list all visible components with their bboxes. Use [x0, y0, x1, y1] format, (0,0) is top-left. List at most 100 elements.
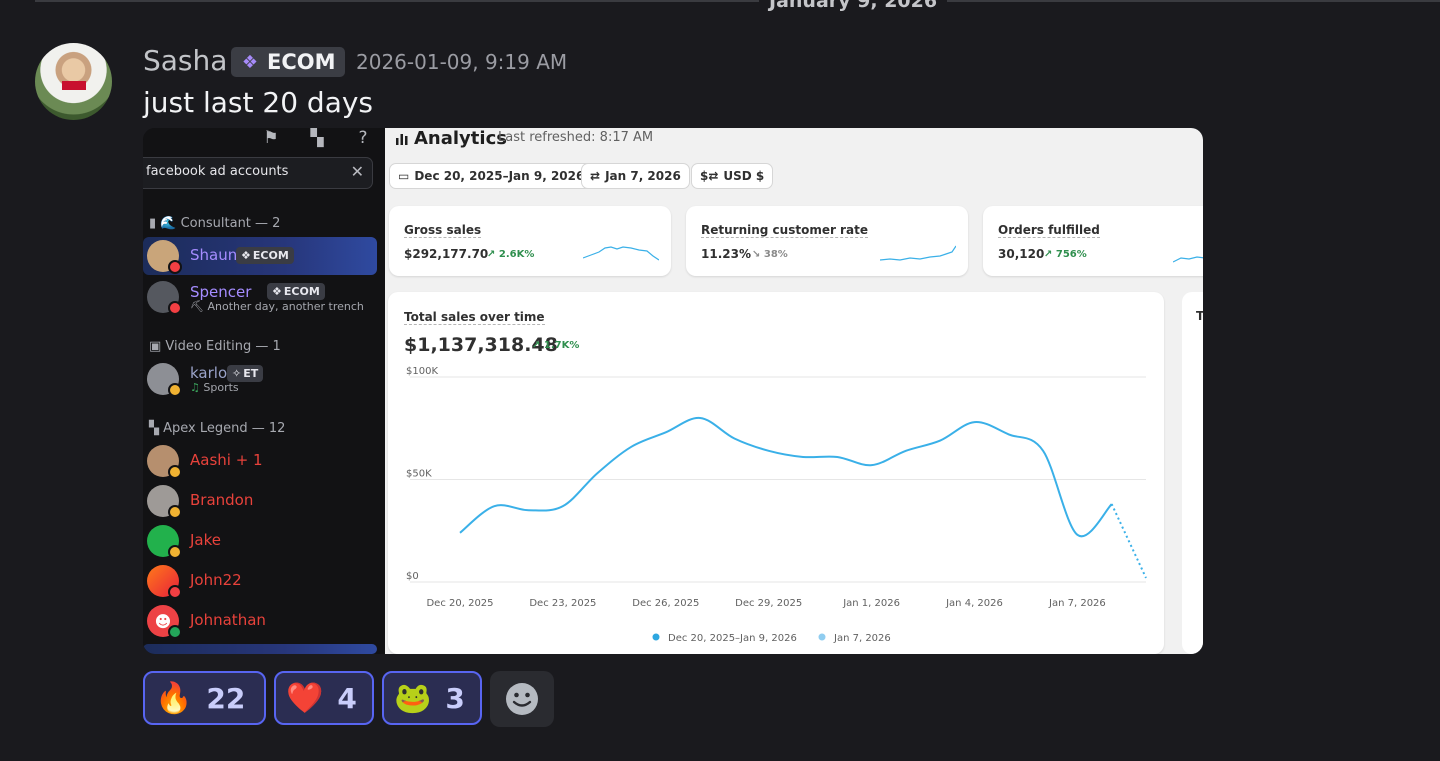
x-tick-label: Dec 29, 2025	[735, 598, 802, 609]
message-author[interactable]: Sasha	[143, 44, 228, 77]
member-item[interactable]: Shaun ❖ ECOM	[143, 237, 377, 275]
member-name: Spencer	[190, 283, 252, 301]
legend-label: Jan 7, 2026	[833, 633, 891, 644]
x-tick-label: Jan 7, 2026	[1048, 598, 1106, 609]
fire-icon: 🔥	[155, 680, 193, 716]
image-attachment[interactable]: ⚑ ▚ ? facebook ad accounts ✕ ▮ 🌊 Consult…	[143, 128, 1203, 654]
member-item[interactable]	[143, 644, 377, 654]
avatar[interactable]	[35, 43, 112, 120]
shirt-logo	[62, 81, 86, 90]
metric-value: 30,120	[998, 247, 1045, 261]
metric-change: ↗ 756%	[1044, 249, 1087, 260]
member-item[interactable]: Jake	[143, 522, 377, 560]
metric-change: ↘ 38%	[752, 249, 788, 260]
total-sales-card[interactable]: Total sales over time $1,137,318.48 ↗ 1.…	[388, 292, 1164, 654]
reaction-count: 3	[445, 681, 465, 715]
analytics-panel: Analytics Last refreshed: 8:17 AM ▭ Dec 2…	[385, 128, 1203, 654]
x-tick-label: Jan 4, 2026	[945, 598, 1003, 609]
currency-filter[interactable]: $⇄ USD $	[691, 163, 774, 189]
inbox-icon[interactable]: ▚	[310, 128, 324, 148]
metric-value: 11.23%	[701, 247, 751, 261]
status-icon	[168, 465, 182, 479]
role-badge[interactable]: ❖ ECOM	[231, 47, 345, 77]
pepe-icon: 🐸	[394, 680, 432, 716]
member-status-text: ⛏ Another day, another trench	[190, 300, 364, 313]
metric-label: Returning customer rate	[701, 223, 868, 238]
series-line	[459, 416, 1113, 538]
last-refreshed: Last refreshed: 8:17 AM	[498, 130, 654, 145]
date-divider-label: January 9, 2026	[759, 0, 948, 12]
category-apex-legend: ▚ Apex Legend — 12	[149, 421, 286, 436]
add-reaction-button[interactable]	[490, 671, 554, 727]
currency-icon: $⇄	[700, 169, 719, 183]
series-line-projection	[1110, 503, 1147, 579]
metric-label: Orders fulfilled	[998, 223, 1100, 238]
category-video-editing: ▣ Video Editing — 1	[149, 339, 281, 354]
status-icon	[168, 625, 182, 639]
member-status-text: ♫ Sports	[190, 381, 239, 394]
member-item[interactable]: Aashi + 1	[143, 442, 377, 480]
member-item[interactable]: karlo ✧ ET ♫ Sports	[143, 360, 377, 398]
search-input[interactable]: facebook ad accounts ✕	[143, 157, 373, 189]
x-tick-label: Jan 1, 2026	[842, 598, 900, 609]
member-item[interactable]: Brandon	[143, 482, 377, 520]
member-item[interactable]: Spencer ❖ ECOM ⛏ Another day, another tr…	[143, 278, 377, 316]
y-tick-label: $100K	[406, 366, 438, 377]
calendar-icon: ▭	[398, 169, 410, 183]
legend-marker	[652, 633, 660, 641]
y-tick-label: $50K	[406, 469, 432, 480]
reaction-fire[interactable]: 🔥 22	[143, 671, 266, 725]
member-name: Jake	[190, 531, 221, 549]
status-icon	[168, 545, 182, 559]
help-icon[interactable]: ?	[358, 128, 368, 148]
y-tick-label: $0	[406, 571, 419, 582]
sidebar-toolbar: ⚑ ▚ ?	[261, 128, 373, 148]
bar-chart-icon	[396, 133, 408, 145]
member-name: Johnathan	[190, 611, 266, 629]
role-badge-label: ECOM	[267, 50, 336, 74]
sparkline	[880, 245, 956, 261]
reaction-count: 22	[206, 681, 246, 715]
legend-label: Dec 20, 2025–Jan 9, 2026	[668, 633, 797, 644]
x-tick-label: Dec 26, 2025	[632, 598, 699, 609]
reaction-heart[interactable]: ❤️ 4	[274, 671, 374, 725]
chart-change: ↗ 1.7K%	[532, 340, 580, 351]
x-tick-label: Dec 23, 2025	[529, 598, 596, 609]
member-badge: ❖ ECOM	[236, 247, 294, 264]
metric-card[interactable]: Gross sales $292,177.70 ↗ 2.6K%	[389, 206, 671, 276]
status-icon	[168, 505, 182, 519]
chart-total: $1,137,318.48	[404, 334, 558, 356]
metric-card[interactable]: Orders fulfilled 30,120 ↗ 756%	[983, 206, 1203, 276]
member-name: Brandon	[190, 491, 254, 509]
heart-icon: ❤️	[286, 680, 324, 716]
calendar-compare-icon: ⇄	[590, 169, 601, 183]
date-divider: January 9, 2026	[35, 0, 1440, 12]
message-text: just last 20 days	[143, 86, 374, 119]
side-card: T	[1182, 292, 1203, 654]
add-reaction-icon	[506, 683, 538, 715]
status-icon	[168, 383, 182, 397]
search-value: facebook ad accounts	[146, 164, 289, 179]
chart-title: Total sales over time	[404, 310, 545, 325]
sparkline	[1173, 256, 1203, 263]
message-timestamp: 2026-01-09, 9:19 AM	[356, 50, 568, 74]
category-consultant: ▮ 🌊 Consultant — 2	[149, 216, 281, 231]
metric-change: ↗ 2.6K%	[487, 249, 535, 260]
member-item[interactable]: ☻ Johnathan	[143, 602, 377, 640]
reactions-bar: 🔥 22 ❤️ 4 🐸 3	[143, 671, 554, 727]
date-range-filter[interactable]: ▭ Dec 20, 2025–Jan 9, 2026	[389, 163, 594, 189]
member-name: Aashi + 1	[190, 451, 263, 469]
member-sidebar: ⚑ ▚ ? facebook ad accounts ✕ ▮ 🌊 Consult…	[143, 128, 385, 654]
metric-value: $292,177.70	[404, 247, 489, 261]
reaction-pepe[interactable]: 🐸 3	[382, 671, 482, 725]
discord-icon: ☻	[147, 605, 179, 637]
member-item[interactable]: John22	[143, 562, 377, 600]
close-icon[interactable]: ✕	[350, 162, 364, 181]
flag-icon[interactable]: ⚑	[263, 128, 279, 148]
status-icon	[168, 301, 182, 315]
compare-date-filter[interactable]: ⇄ Jan 7, 2026	[581, 163, 690, 189]
metric-card[interactable]: Returning customer rate 11.23% ↘ 38%	[686, 206, 968, 276]
sales-line-chart: $0 $50K $100K Dec 20, 2025 Dec 23, 2025 Dec 2…	[406, 366, 1147, 644]
member-name: Shaun	[190, 246, 238, 264]
member-name: karlo	[190, 364, 228, 382]
